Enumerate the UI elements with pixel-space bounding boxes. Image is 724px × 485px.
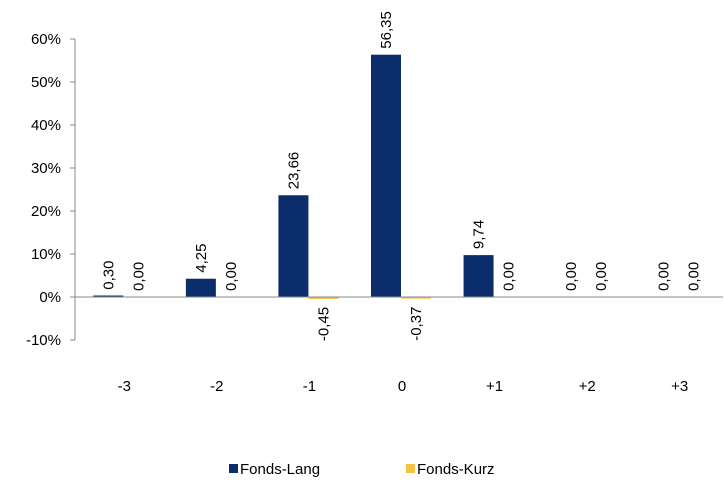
bar-fonds-lang-3	[371, 54, 401, 297]
x-tick-label: +1	[486, 378, 503, 395]
data-label: 0,00	[223, 262, 240, 291]
data-label: 0,00	[563, 262, 580, 291]
x-tick-label: 0	[398, 378, 406, 395]
data-label: 0,00	[501, 262, 518, 291]
data-label: 0,00	[593, 262, 610, 291]
x-tick-label: -2	[210, 378, 223, 395]
bar-fonds-lang-1	[185, 278, 216, 297]
data-label: 23,66	[285, 152, 302, 190]
bar-fonds-lang-2	[278, 195, 309, 297]
legend-swatch-fonds-lang	[229, 464, 238, 473]
data-label: -0,37	[408, 307, 425, 341]
bar-fonds-kurz-2	[308, 297, 339, 299]
data-label: 0,00	[686, 262, 703, 291]
y-axis: -10% 0% 10% 20% 30% 40% 50% 60%	[26, 31, 76, 349]
y-tick-label: 40%	[31, 117, 61, 134]
y-tick-label: 0%	[39, 289, 61, 306]
legend-label: Fonds-Lang	[240, 461, 320, 478]
data-label: -0,45	[315, 307, 332, 341]
y-tick-label: 10%	[31, 246, 61, 263]
bar-fonds-lang-0	[93, 295, 124, 297]
y-tick-label: -10%	[26, 332, 61, 349]
data-label: 56,35	[378, 11, 395, 49]
data-labels: 0,30 4,25 23,66 56,35 9,74 0,00 0,00 0,00 0,00 -0…	[100, 11, 702, 341]
bars	[93, 54, 494, 299]
data-label: 4,25	[193, 244, 210, 273]
bar-fonds-lang-4	[463, 255, 494, 297]
bar-fonds-kurz-3	[401, 297, 431, 299]
x-tick-label: +2	[579, 378, 596, 395]
data-label: 0,00	[130, 262, 147, 291]
data-label: 0,30	[100, 261, 117, 290]
legend: Fonds-Lang Fonds-Kurz	[229, 461, 495, 478]
legend-label: Fonds-Kurz	[417, 461, 495, 478]
y-tick-label: 50%	[31, 74, 61, 91]
x-tick-label: -1	[303, 378, 316, 395]
y-tick-label: 20%	[31, 203, 61, 220]
data-label: 9,74	[471, 220, 488, 249]
y-tick-label: 30%	[31, 160, 61, 177]
x-tick-label: +3	[671, 378, 688, 395]
data-label: 0,00	[656, 262, 673, 291]
legend-swatch-fonds-kurz	[406, 464, 415, 473]
y-tick-label: 60%	[31, 31, 61, 48]
x-axis: -3 -2 -1 0 +1 +2 +3	[75, 296, 723, 395]
x-tick-label: -3	[118, 378, 131, 395]
